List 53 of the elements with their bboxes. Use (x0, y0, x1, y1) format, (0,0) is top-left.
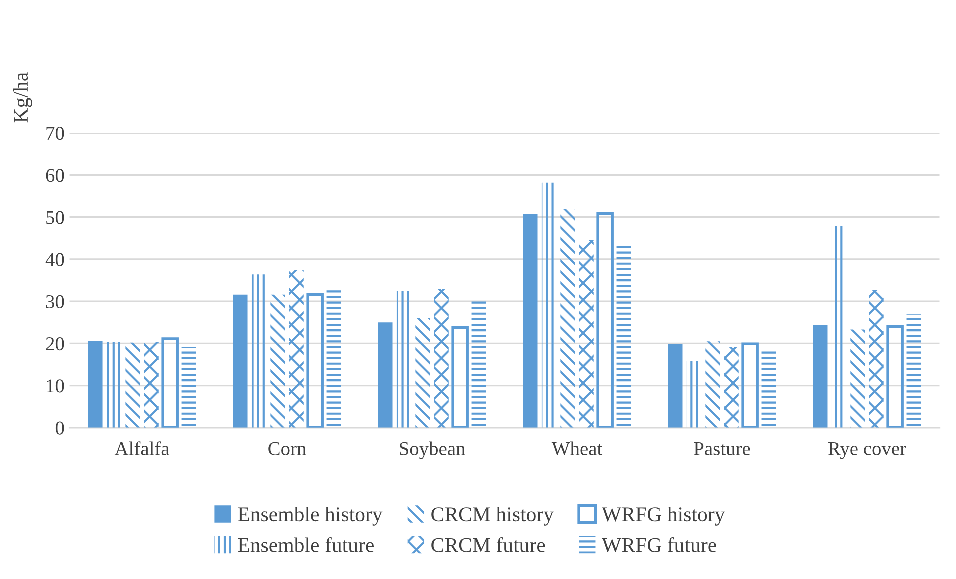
y-axis-title: Kg/ha (13, 72, 32, 123)
y-tick-label: 50 (46, 211, 64, 224)
bar (616, 246, 632, 428)
y-tick-label: 30 (46, 295, 64, 309)
legend-label: WRFG history (602, 506, 726, 526)
bar (434, 288, 449, 428)
bar (88, 341, 103, 428)
legend-label: CRCM history (432, 506, 554, 526)
bar (742, 342, 759, 428)
bar (396, 291, 412, 428)
bar (378, 322, 393, 428)
bar (850, 330, 866, 428)
bar (270, 294, 286, 428)
bar (452, 326, 469, 428)
legend-label: Ensemble history (238, 506, 383, 526)
bar (326, 288, 342, 428)
bar (560, 208, 576, 428)
x-tick-label: Alfalfa (114, 442, 170, 456)
bar (706, 342, 720, 428)
y-tick-label: 70 (46, 126, 64, 140)
x-tick-label: Pasture (694, 442, 750, 456)
bar (126, 342, 140, 428)
bar (252, 274, 266, 428)
y-tick-label: 0 (56, 422, 64, 435)
bar (869, 290, 884, 428)
bar (182, 347, 196, 428)
bar (813, 325, 828, 428)
bar (106, 342, 122, 428)
legend-label: CRCM future (432, 537, 546, 552)
bar (579, 240, 594, 428)
bar (596, 212, 614, 428)
y-tick-label: 10 (47, 380, 64, 393)
legend-label: Ensemble future (238, 537, 374, 552)
bar (289, 270, 304, 428)
y-tick-label: 60 (46, 169, 64, 182)
y-tick-label: 40 (46, 253, 64, 266)
x-tick-label: Soybean (400, 442, 466, 460)
bar (162, 338, 179, 428)
legend-label: WRFG future (602, 537, 716, 552)
bar (233, 294, 248, 428)
x-tick-label: Corn (268, 442, 306, 456)
bar (416, 318, 430, 428)
bar (724, 347, 739, 428)
bar (762, 350, 776, 428)
bar (306, 293, 324, 428)
bar (144, 342, 159, 428)
bar (906, 314, 922, 428)
x-tick-label: Rye cover (828, 442, 906, 460)
bar (668, 344, 683, 428)
y-tick-label: 20 (46, 337, 64, 351)
bar (523, 214, 538, 428)
x-tick-label: Wheat (552, 442, 603, 456)
bar (886, 325, 904, 428)
